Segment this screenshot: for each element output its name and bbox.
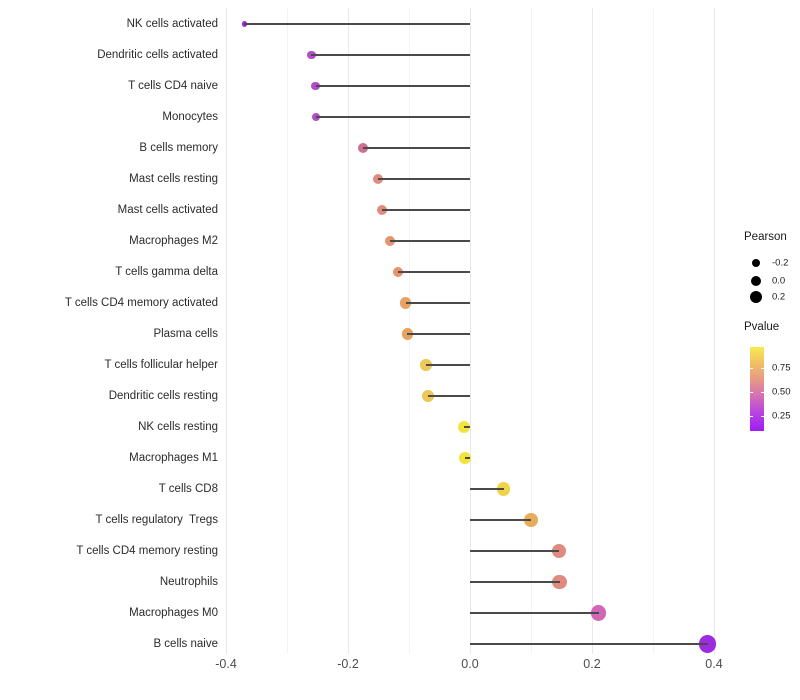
colorbar-tick-mark xyxy=(750,416,753,417)
colorbar-tick-mark xyxy=(761,368,764,369)
lollipop-stem xyxy=(315,85,470,87)
lollipop-stem xyxy=(427,395,470,397)
legend-size-label: -0.2 xyxy=(772,257,789,269)
colorbar-tick-mark xyxy=(761,392,764,393)
gridline-major xyxy=(714,8,715,654)
legend-size-dot xyxy=(752,259,760,267)
gridline-major xyxy=(348,8,349,654)
y-axis-label: B cells memory xyxy=(139,142,218,154)
x-axis-tick-label: 0.4 xyxy=(705,657,723,671)
y-axis-label: Neutrophils xyxy=(159,576,218,588)
lollipop-stem xyxy=(426,364,470,366)
legend-size-dot xyxy=(750,291,762,303)
y-axis-label: T cells follicular helper xyxy=(104,359,218,371)
legend-size-label: 0.2 xyxy=(772,291,786,303)
gridline-major xyxy=(592,8,593,654)
colorbar-tick-mark xyxy=(761,416,764,417)
data-point xyxy=(392,266,404,278)
pvalue-tick-label: 0.50 xyxy=(772,386,791,398)
x-axis-tick-label: -0.2 xyxy=(337,657,359,671)
lollipop-stem xyxy=(407,333,470,335)
color-legend-title: Pvalue xyxy=(744,321,780,333)
y-axis-label: T cells CD8 xyxy=(158,483,218,495)
gridline-minor xyxy=(287,8,288,654)
x-axis-tick-label: 0.0 xyxy=(461,657,479,671)
lollipop-stem xyxy=(363,147,470,149)
pvalue-tick-label: 0.25 xyxy=(772,410,791,422)
y-axis-label: T cells CD4 memory resting xyxy=(76,545,218,557)
lollipop-stem xyxy=(316,116,470,118)
y-axis-label: T cells CD4 naive xyxy=(128,80,218,92)
colorbar-tick-mark xyxy=(750,392,753,393)
lollipop-stem xyxy=(244,23,470,25)
data-point xyxy=(420,359,432,371)
lollipop-stem xyxy=(463,426,470,428)
lollipop-stem xyxy=(398,271,470,273)
y-axis-label: NK cells resting xyxy=(138,421,218,433)
size-legend-title: Pearson xyxy=(744,231,787,243)
gridline-minor xyxy=(653,8,654,654)
y-axis-label: Monocytes xyxy=(162,111,218,123)
legend-size-label: 0.0 xyxy=(772,275,786,287)
y-axis-label: Dendritic cells resting xyxy=(108,390,218,402)
y-axis-label: Dendritic cells activated xyxy=(97,49,218,61)
gridline-major xyxy=(226,8,227,654)
lollipop-stem xyxy=(390,240,470,242)
y-axis-label: T cells gamma delta xyxy=(115,266,218,278)
gridline-minor xyxy=(531,8,532,654)
y-axis-label: Macrophages M2 xyxy=(129,235,218,247)
pvalue-tick-label: 0.75 xyxy=(772,362,791,374)
y-axis-label: Mast cells activated xyxy=(117,204,218,216)
data-point xyxy=(307,50,316,60)
lollipop-stem xyxy=(465,457,470,459)
y-axis-label: Macrophages M0 xyxy=(129,607,218,619)
gridline-major xyxy=(470,8,471,654)
lollipop-stem xyxy=(377,178,470,180)
y-axis-label: Mast cells resting xyxy=(129,173,218,185)
lollipop-stem xyxy=(470,488,504,490)
colorbar-tick-mark xyxy=(750,368,753,369)
data-point xyxy=(376,204,388,216)
lollipop-stem xyxy=(382,209,470,211)
data-point xyxy=(358,143,369,153)
lollipop-stem xyxy=(405,302,470,304)
y-axis-label: Macrophages M1 xyxy=(129,452,218,464)
data-point xyxy=(551,543,567,559)
data-point xyxy=(496,482,511,496)
lollipop-stem xyxy=(470,643,708,645)
y-axis-label: T cells regulatory Tregs xyxy=(95,514,218,526)
lollipop-stem xyxy=(311,54,470,56)
lollipop-stem xyxy=(470,581,560,583)
y-axis-label: T cells CD4 memory activated xyxy=(64,297,218,309)
y-axis-label: NK cells activated xyxy=(126,18,218,30)
x-axis-tick-label: 0.2 xyxy=(583,657,601,671)
x-axis-tick-label: -0.4 xyxy=(215,657,237,671)
pvalue-colorbar xyxy=(750,347,764,431)
data-point xyxy=(552,574,567,590)
lollipop-stem xyxy=(470,612,599,614)
legend-size-dot xyxy=(750,275,762,287)
y-axis-label: B cells naive xyxy=(153,638,218,650)
y-axis-label: Plasma cells xyxy=(153,328,218,340)
lollipop-stem xyxy=(470,550,560,552)
data-point xyxy=(241,21,248,27)
lollipop-stem xyxy=(470,519,531,521)
